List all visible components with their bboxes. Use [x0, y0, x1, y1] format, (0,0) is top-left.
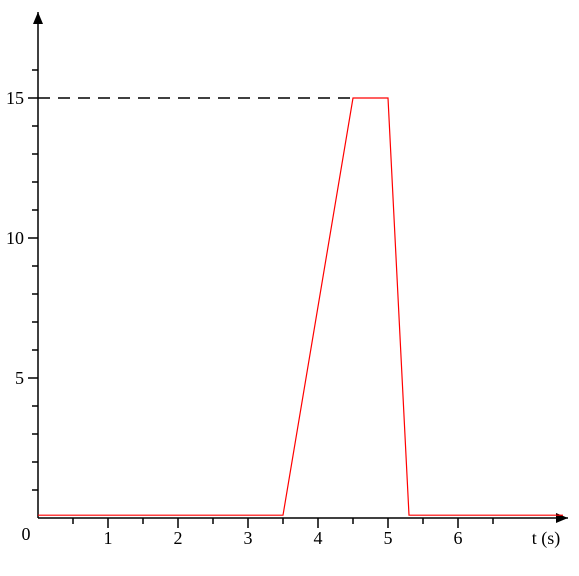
x-tick-label: 2 [174, 528, 183, 548]
x-tick-label: 1 [104, 528, 113, 548]
y-tick-label: 5 [15, 368, 24, 388]
origin-label: 0 [22, 524, 31, 544]
x-tick-label: 4 [314, 528, 323, 548]
line-chart: 1 2 3 4 5 6 5 10 15 0 t (s) [0, 0, 579, 576]
ticks [28, 70, 493, 528]
y-tick-label: 10 [6, 228, 24, 248]
x-tick-label: 5 [384, 528, 393, 548]
axis-labels: 1 2 3 4 5 6 5 10 15 0 t (s) [6, 88, 560, 549]
axes [33, 12, 568, 523]
x-axis-label: t (s) [532, 528, 561, 549]
x-tick-label: 3 [244, 528, 253, 548]
y-tick-label: 15 [6, 88, 24, 108]
data-series [38, 98, 563, 515]
x-tick-label: 6 [454, 528, 463, 548]
